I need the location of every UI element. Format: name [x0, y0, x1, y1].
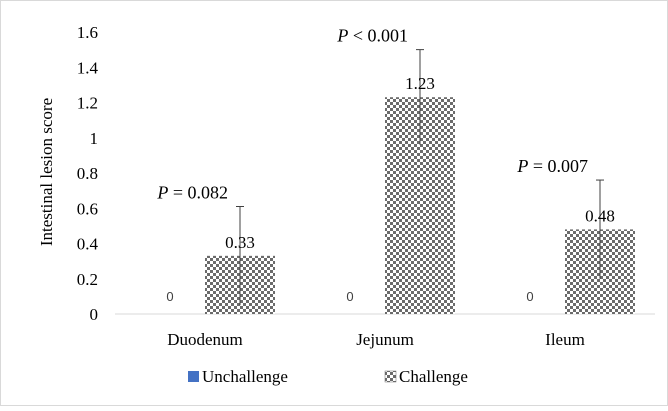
category-label: Ileum — [545, 330, 585, 349]
data-label-challenge: 0.33 — [225, 233, 255, 252]
legend-label: Challenge — [399, 367, 468, 386]
y-tick-label: 0.4 — [77, 235, 99, 254]
p-value-annotation: P = 0.007 — [516, 156, 588, 176]
y-tick-label: 1.6 — [77, 23, 98, 42]
data-labels: 0 0.33 0 1.23 0 0.48 — [166, 74, 614, 304]
y-tick-label: 0.2 — [77, 270, 98, 289]
legend-swatch — [188, 371, 199, 382]
legend: Unchallenge Challenge — [188, 367, 468, 386]
data-label-challenge: 1.23 — [405, 74, 435, 93]
p-value-annotation: P = 0.082 — [156, 182, 228, 202]
data-label-unchallenge: 0 — [346, 289, 353, 304]
y-axis-label: Intestinal lesion score — [37, 98, 56, 246]
y-tick-label: 1.4 — [77, 58, 99, 77]
y-tick-label: 0 — [90, 305, 99, 324]
y-tick-label: 1.2 — [77, 94, 98, 113]
y-tick-labels: 0 0.2 0.4 0.6 0.8 1 1.2 1.4 1.6 — [77, 23, 99, 324]
data-label-challenge: 0.48 — [585, 206, 615, 225]
y-tick-label: 1 — [90, 129, 99, 148]
p-value-annotations: P = 0.082 P < 0.001 P = 0.007 — [156, 26, 588, 203]
legend-swatch — [384, 370, 397, 383]
y-tick-label: 0.6 — [77, 199, 98, 218]
legend-label: Unchallenge — [202, 367, 288, 386]
category-label: Duodenum — [167, 330, 243, 349]
data-label-unchallenge: 0 — [526, 289, 533, 304]
y-tick-label: 0.8 — [77, 164, 98, 183]
category-label: Jejunum — [356, 330, 414, 349]
category-labels: Duodenum Jejunum Ileum — [167, 330, 585, 349]
data-label-unchallenge: 0 — [166, 289, 173, 304]
p-value-annotation: P < 0.001 — [336, 26, 408, 46]
error-bars — [236, 49, 604, 306]
